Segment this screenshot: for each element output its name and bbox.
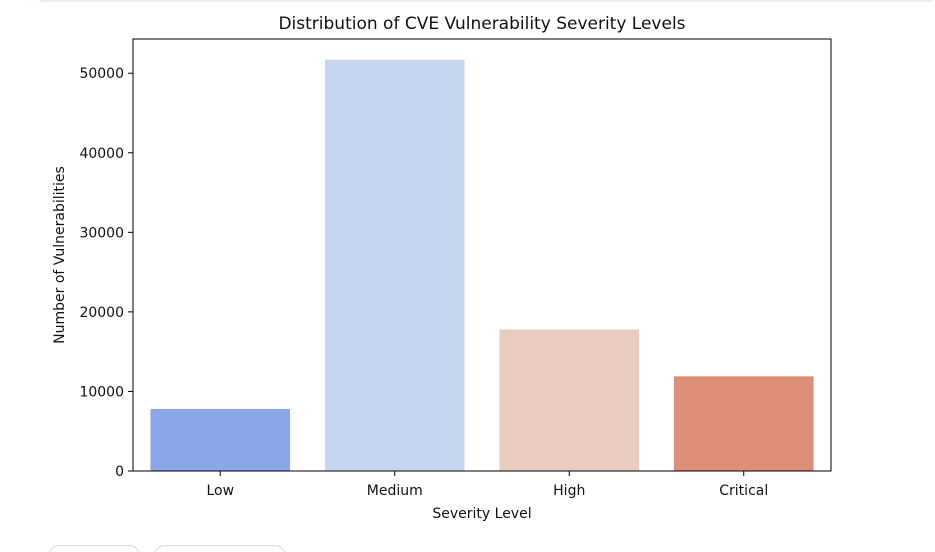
y-tick-label: 50000 bbox=[79, 66, 124, 82]
y-tick-label: 40000 bbox=[79, 146, 124, 162]
bar-high bbox=[499, 329, 640, 471]
plot-frame bbox=[132, 38, 832, 472]
x-axis-ticks: Low Medium High Critical bbox=[206, 471, 768, 499]
y-tick-label: 0 bbox=[115, 464, 124, 480]
chart-title: Distribution of CVE Vulnerability Severi… bbox=[278, 14, 685, 34]
y-tick-label: 20000 bbox=[79, 305, 124, 321]
x-tick-label: High bbox=[553, 483, 585, 499]
x-tick-label: Low bbox=[206, 483, 234, 499]
x-tick-label: Critical bbox=[719, 483, 768, 499]
bar-chart: Distribution of CVE Vulnerability Severi… bbox=[52, 14, 832, 522]
y-tick-label: 30000 bbox=[79, 225, 124, 241]
bar-low bbox=[150, 408, 291, 471]
x-tick-label: Medium bbox=[367, 483, 423, 499]
bar-critical bbox=[673, 376, 814, 471]
toolbar-chip[interactable] bbox=[154, 545, 286, 552]
cell-divider bbox=[40, 0, 933, 2]
y-axis-ticks: 0 10000 20000 30000 40000 50000 bbox=[79, 66, 133, 480]
bars-layer bbox=[150, 59, 814, 471]
y-axis-label: Number of Vulnerabilities bbox=[52, 166, 68, 344]
toolbar-chip[interactable] bbox=[48, 545, 140, 552]
y-tick-label: 10000 bbox=[79, 384, 124, 400]
x-axis-label: Severity Level bbox=[432, 506, 531, 522]
bar-medium bbox=[324, 59, 465, 471]
